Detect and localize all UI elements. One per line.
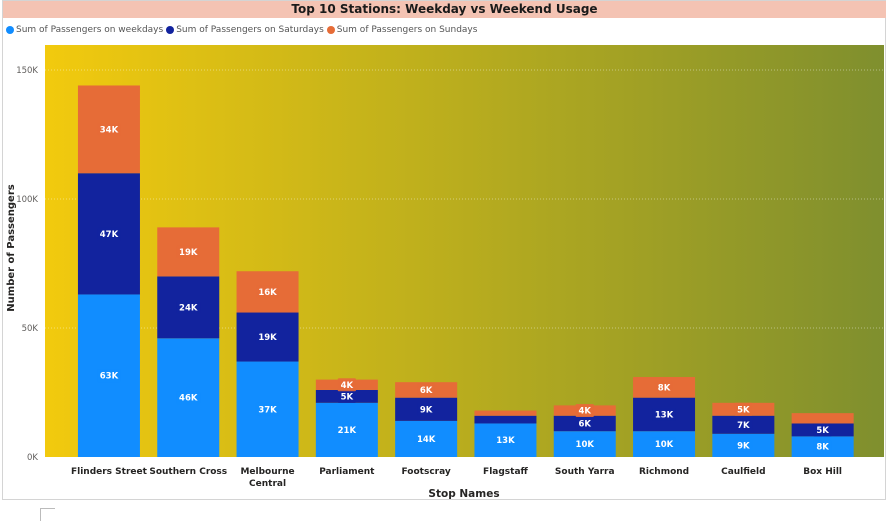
data-label-background <box>417 402 436 416</box>
data-label: 16K <box>258 288 277 298</box>
data-label: 37K <box>258 405 277 415</box>
data-label: 47K <box>100 230 119 240</box>
x-tick-label: Flinders Street <box>71 467 148 477</box>
data-label: 10K <box>655 440 674 450</box>
data-label: 46K <box>179 394 198 404</box>
legend-marker-saturdays <box>166 26 175 34</box>
bars: 63K47K34K46K24K19K37K19K16K21K5K4K14K9K6… <box>77 85 854 457</box>
data-label-background <box>255 285 280 299</box>
data-label-background <box>734 418 753 432</box>
data-label-background <box>414 432 439 446</box>
data-label-background <box>493 433 518 447</box>
y-axis-label: Number of Passengers <box>6 184 17 311</box>
data-label: 8K <box>658 383 671 393</box>
data-label: 4K <box>341 381 354 391</box>
data-label: 24K <box>179 303 198 313</box>
data-label-background <box>575 416 594 430</box>
data-label: 63K <box>100 372 119 382</box>
legend-item-saturdays[interactable]: Sum of Passengers on Saturdays <box>166 25 324 35</box>
data-label: 9K <box>737 441 750 451</box>
x-tick-label: Footscray <box>402 467 451 477</box>
x-tick-label: Richmond <box>639 467 689 477</box>
data-label: 19K <box>258 333 277 343</box>
data-label-background <box>417 383 436 397</box>
data-label-background <box>97 369 121 383</box>
chart-frame <box>2 0 886 500</box>
data-label-background <box>97 122 121 136</box>
data-label-background <box>97 227 121 241</box>
legend-marker-weekdays <box>6 26 14 34</box>
y-tick-label: 50K <box>22 324 39 334</box>
data-label: 5K <box>341 392 354 402</box>
chart-legend: Sum of Passengers on weekdays Sum of Pas… <box>6 23 480 37</box>
data-label: 8K <box>816 443 829 453</box>
bar-segment[interactable] <box>474 415 537 424</box>
legend-item-weekdays[interactable]: Sum of Passengers on weekdays <box>6 25 163 35</box>
data-label: 21K <box>338 426 357 436</box>
x-axis-label: Stop Names <box>428 488 499 500</box>
x-tick-label: Flagstaff <box>483 467 528 477</box>
x-tick-label: Box Hill <box>803 467 842 477</box>
data-label-background <box>176 391 201 405</box>
x-tick-label: South Yarra <box>555 467 615 477</box>
legend-item-sundays[interactable]: Sum of Passengers on Sundays <box>326 25 478 35</box>
data-label-background <box>654 380 674 394</box>
x-tick-label: Parliament <box>319 467 375 477</box>
x-axis-ticks: Flinders Street Southern Cross Melbourne Ce… <box>71 467 842 489</box>
data-label-background <box>337 389 356 403</box>
data-label-background <box>337 378 356 392</box>
bar-segment[interactable] <box>474 410 537 416</box>
data-label: 5K <box>737 405 750 415</box>
chart-title: Top 10 Stations: Weekday vs Weekend Usag… <box>3 1 886 18</box>
resize-corner <box>40 508 55 521</box>
x-tick-label: Caulfield <box>721 467 765 477</box>
legend-label-sundays: Sum of Passengers on Sundays <box>336 25 478 35</box>
data-label: 7K <box>737 421 750 431</box>
legend-label-weekdays: Sum of Passengers on weekdays <box>16 25 164 35</box>
data-label-background <box>652 437 676 451</box>
x-tick-label: Southern Cross <box>149 467 227 477</box>
x-tick-label: Melbourne <box>240 467 294 477</box>
data-label: 4K <box>578 407 591 417</box>
data-label-background <box>813 423 832 437</box>
data-label: 9K <box>420 405 433 415</box>
y-tick-label: 150K <box>16 66 38 76</box>
data-label: 14K <box>417 435 436 445</box>
data-label-background <box>334 423 359 437</box>
data-label-background <box>734 402 753 416</box>
y-tick-label: 100K <box>16 195 38 205</box>
data-label: 6K <box>420 386 433 396</box>
data-label-background <box>255 402 280 416</box>
data-label-background <box>572 437 597 451</box>
data-label-background <box>734 438 753 452</box>
bar-segment[interactable] <box>791 413 854 424</box>
y-axis-ticks: 0K 50K 100K 150K <box>16 66 38 463</box>
data-label: 13K <box>496 436 515 446</box>
data-label-background <box>255 330 280 344</box>
data-label: 10K <box>576 440 595 450</box>
gridlines <box>45 69 884 329</box>
data-label-background <box>176 245 201 259</box>
x-tick-label: Central <box>249 479 286 489</box>
data-label: 6K <box>578 419 591 429</box>
data-label: 13K <box>655 410 674 420</box>
data-label-background <box>575 404 594 418</box>
legend-label-saturdays: Sum of Passengers on Saturdays <box>176 25 324 35</box>
data-label: 5K <box>816 426 829 436</box>
y-tick-label: 0K <box>27 453 38 463</box>
data-label: 19K <box>179 248 198 258</box>
data-label-background <box>176 300 201 314</box>
legend-marker-sundays <box>326 26 335 34</box>
data-label-background <box>813 440 832 454</box>
data-label-background <box>652 407 676 421</box>
data-label: 34K <box>100 125 119 135</box>
